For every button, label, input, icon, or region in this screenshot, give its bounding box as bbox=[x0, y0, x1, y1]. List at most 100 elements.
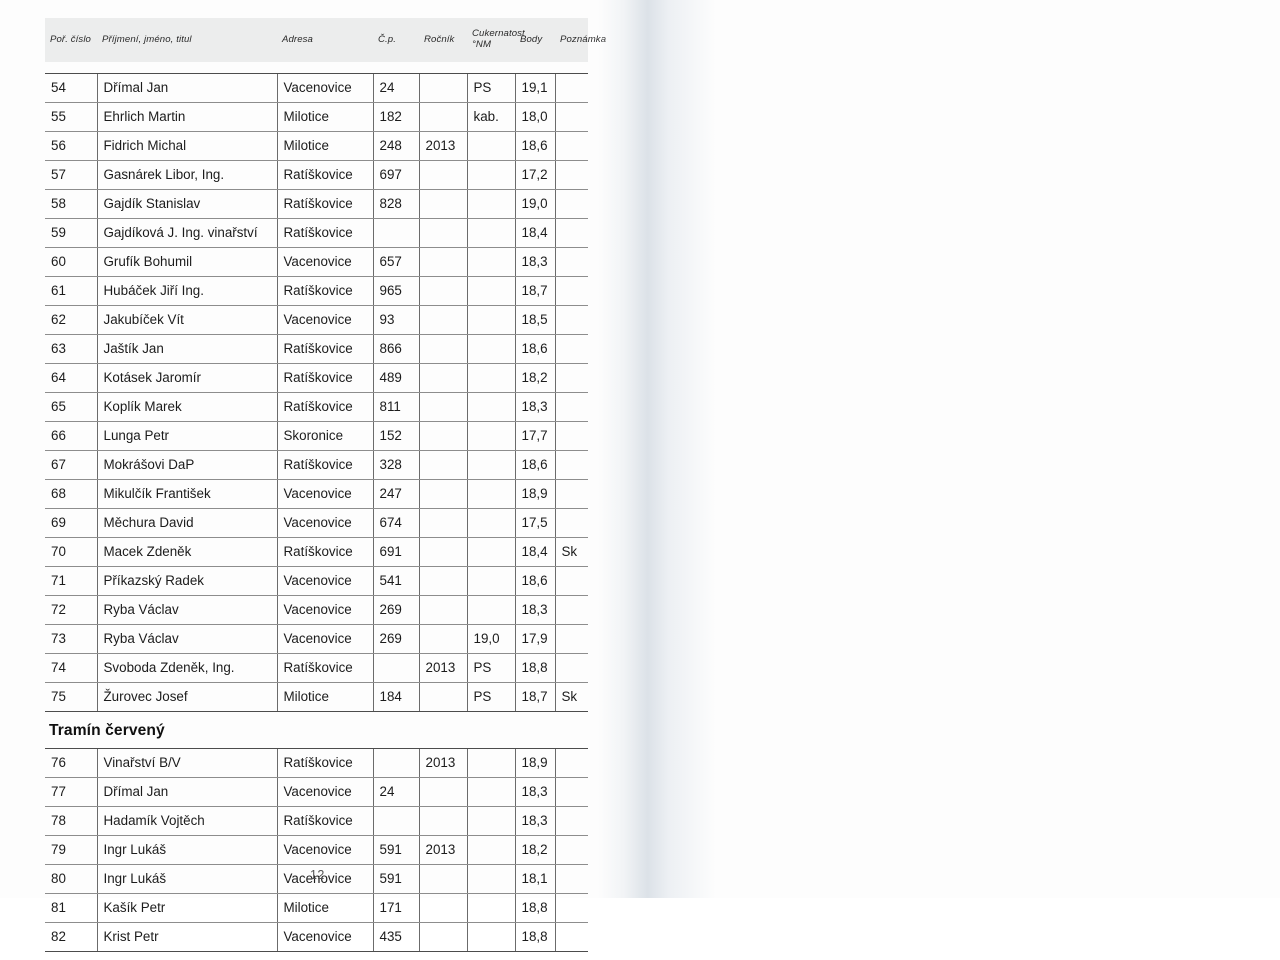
cell-body: 18,9 bbox=[515, 748, 556, 778]
cell-poradi: 68 bbox=[45, 479, 98, 509]
cell-body: 18,0 bbox=[515, 102, 556, 132]
cell-rocnik bbox=[419, 363, 468, 393]
cell-poznamka bbox=[555, 131, 588, 161]
cell-poznamka bbox=[555, 160, 588, 190]
table-row: 63 Jaštík Jan Ratíškovice 866 18,6 bbox=[45, 334, 588, 364]
cell-poradi: 67 bbox=[45, 450, 98, 480]
cell-adresa: Vacenovice bbox=[277, 479, 374, 509]
table-row: 78 Hadamík Vojtěch Ratíškovice 18,3 bbox=[45, 806, 588, 836]
cell-poznamka bbox=[555, 276, 588, 306]
cell-adresa: Vacenovice bbox=[277, 864, 374, 894]
cell-poradi: 56 bbox=[45, 131, 98, 161]
cell-cukernatost bbox=[467, 922, 516, 952]
cell-cukernatost bbox=[467, 450, 516, 480]
cell-poradi: 71 bbox=[45, 566, 98, 596]
cell-rocnik bbox=[419, 102, 468, 132]
cell-body: 18,6 bbox=[515, 450, 556, 480]
table-row: 69 Měchura David Vacenovice 674 17,5 bbox=[45, 508, 588, 538]
cell-cukernatost bbox=[467, 160, 516, 190]
cell-cp: 93 bbox=[373, 305, 420, 335]
cell-cp: 591 bbox=[373, 835, 420, 865]
cell-cukernatost bbox=[467, 566, 516, 596]
cell-body: 18,6 bbox=[515, 334, 556, 364]
cell-adresa: Ratíškovice bbox=[277, 363, 374, 393]
cell-adresa: Vacenovice bbox=[277, 777, 374, 807]
cell-poradi: 78 bbox=[45, 806, 98, 836]
cell-poznamka bbox=[555, 864, 588, 894]
cell-body: 18,3 bbox=[515, 777, 556, 807]
cell-cp: 152 bbox=[373, 421, 420, 451]
wine-results-table-left: Poř. číslo Příjmení, jméno, titul Adresa… bbox=[45, 18, 606, 952]
cell-rocnik: 2013 bbox=[419, 748, 468, 778]
col-header-poradi: Poř. číslo bbox=[45, 18, 97, 62]
cell-cp: 811 bbox=[373, 392, 420, 422]
cell-body: 18,4 bbox=[515, 218, 556, 248]
cell-body: 18,8 bbox=[515, 653, 556, 683]
cell-poznamka bbox=[555, 624, 588, 654]
cell-rocnik bbox=[419, 305, 468, 335]
cell-poradi: 80 bbox=[45, 864, 98, 894]
cell-cukernatost bbox=[467, 218, 516, 248]
cell-adresa: Vacenovice bbox=[277, 835, 374, 865]
cell-poznamka bbox=[555, 479, 588, 509]
cell-poznamka bbox=[555, 748, 588, 778]
cell-cukernatost bbox=[467, 595, 516, 625]
cell-poradi: 58 bbox=[45, 189, 98, 219]
cell-body: 17,5 bbox=[515, 508, 556, 538]
col-header-poznamka: Poznámka bbox=[555, 18, 606, 62]
cell-rocnik bbox=[419, 566, 468, 596]
cell-adresa: Vacenovice bbox=[277, 247, 374, 277]
cell-poradi: 73 bbox=[45, 624, 98, 654]
cell-poradi: 64 bbox=[45, 363, 98, 393]
cell-jmeno: Gajdík Stanislav bbox=[97, 189, 278, 219]
cell-jmeno: Koplík Marek bbox=[97, 392, 278, 422]
cell-cp: 269 bbox=[373, 595, 420, 625]
table-row: 71 Příkazský Radek Vacenovice 541 18,6 bbox=[45, 566, 588, 596]
cell-jmeno: Lunga Petr bbox=[97, 421, 278, 451]
table-row: 57 Gasnárek Libor, Ing. Ratíškovice 697 17,2 bbox=[45, 160, 588, 190]
cell-adresa: Milotice bbox=[277, 102, 374, 132]
cell-body: 19,1 bbox=[515, 73, 556, 103]
cell-cp: 697 bbox=[373, 160, 420, 190]
cell-cukernatost: PS bbox=[467, 653, 516, 683]
cell-cukernatost bbox=[467, 392, 516, 422]
cell-jmeno: Kotásek Jaromír bbox=[97, 363, 278, 393]
cell-body: 18,3 bbox=[515, 392, 556, 422]
cell-poradi: 76 bbox=[45, 748, 98, 778]
cell-cp: 184 bbox=[373, 682, 420, 712]
table-row: 72 Ryba Václav Vacenovice 269 18,3 bbox=[45, 595, 588, 625]
cell-jmeno: Dřímal Jan bbox=[97, 73, 278, 103]
cell-cp: 489 bbox=[373, 363, 420, 393]
cell-rocnik bbox=[419, 392, 468, 422]
cell-rocnik: 2013 bbox=[419, 131, 468, 161]
cell-body: 18,6 bbox=[515, 566, 556, 596]
cell-cukernatost: PS bbox=[467, 682, 516, 712]
cell-adresa: Ratíškovice bbox=[277, 218, 374, 248]
cukernatost-line2: °NM bbox=[472, 39, 492, 50]
cell-adresa: Ratíškovice bbox=[277, 537, 374, 567]
cell-adresa: Skoronice bbox=[277, 421, 374, 451]
cell-poznamka: Sk bbox=[555, 537, 588, 567]
section-heading-tram-n-erven-: Tramín červený bbox=[45, 711, 588, 749]
cell-cp: 435 bbox=[373, 922, 420, 952]
cell-adresa: Ratíškovice bbox=[277, 450, 374, 480]
cell-cp: 828 bbox=[373, 189, 420, 219]
cell-jmeno: Hadamík Vojtěch bbox=[97, 806, 278, 836]
cell-poradi: 57 bbox=[45, 160, 98, 190]
cell-poradi: 69 bbox=[45, 508, 98, 538]
cell-cp bbox=[373, 218, 420, 248]
cell-cp: 247 bbox=[373, 479, 420, 509]
book-spread: Poř. číslo Příjmení, jméno, titul Adresa… bbox=[45, 18, 606, 952]
cell-poznamka bbox=[555, 218, 588, 248]
cell-adresa: Vacenovice bbox=[277, 508, 374, 538]
cell-adresa: Ratíškovice bbox=[277, 392, 374, 422]
cell-body: 18,3 bbox=[515, 247, 556, 277]
cell-jmeno: Ingr Lukáš bbox=[97, 835, 278, 865]
cell-jmeno: Vinařství B/V bbox=[97, 748, 278, 778]
col-header-cukernatost: Cukernatost °NM bbox=[467, 18, 525, 62]
table-row: 68 Mikulčík František Vacenovice 247 18,9 bbox=[45, 479, 588, 509]
cell-rocnik bbox=[419, 479, 468, 509]
cell-poznamka: Sk bbox=[555, 682, 588, 712]
cell-body: 18,8 bbox=[515, 922, 556, 952]
table-header-left: Poř. číslo Příjmení, jméno, titul Adresa… bbox=[45, 18, 606, 74]
